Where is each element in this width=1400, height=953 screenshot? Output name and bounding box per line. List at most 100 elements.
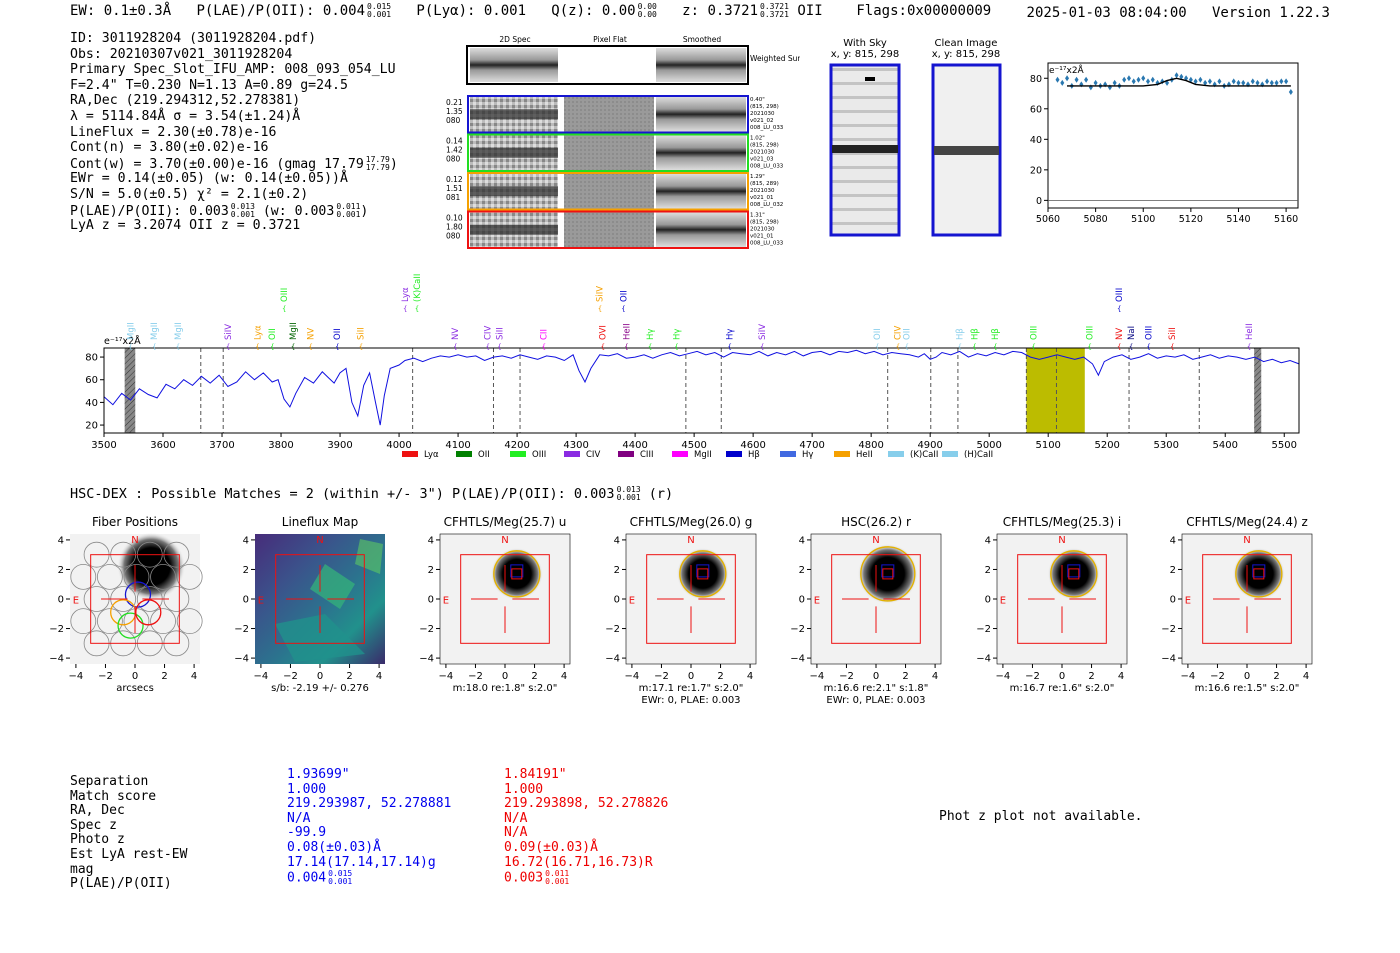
fiber-circle [123,563,150,590]
spectrum-xtick-label: 5300 [1153,440,1178,451]
legend-label: CIV [586,450,600,460]
zoom-data-point [1179,73,1184,80]
fiber-row-streak [470,224,558,235]
info-id: ID: 3011928204 (3011928204.pdf) [70,31,317,46]
fiber-circle [176,608,203,635]
fiber-row-right-label: v021_01 [750,234,774,240]
fiber-circle [176,563,203,590]
match-row-label: Est LyA rest-EW [70,846,188,862]
match-value: 219.293987, 52.278881 [287,796,452,812]
fiber-row-smooth [656,174,746,209]
cutout-ytick-label: 2 [58,565,64,576]
spectrum-ytick-label: 40 [85,398,98,409]
fiber-circle [70,608,97,635]
fiber-row-right-label: (815, 298) [750,143,779,149]
spectrum-xtick-label: 4100 [445,440,470,451]
ew-value: EW: 0.1±0.3Å [70,3,172,19]
zoom-data-point [1112,79,1117,86]
zoom-data-point [1188,76,1193,83]
cutout-ytick-label: 4 [985,535,991,546]
legend-label: Hβ [748,450,760,460]
cutout-ytick-label: −4 [49,654,64,665]
emission-line-label: CII [540,329,550,340]
legend-swatch [456,451,472,457]
spectrum-line [103,349,1300,426]
emission-line-tick: { [486,343,490,351]
emission-line-label: Hγ [672,329,682,340]
fiber-row-smooth [656,212,746,247]
zoom-data-point [1203,79,1208,86]
fiber-circle [150,563,176,590]
cutout-ytick-label: 0 [243,595,249,606]
zoom-xtick-label: 5140 [1226,214,1250,225]
match-value: 1.84191" [504,767,567,782]
zoom-xtick-label: 5120 [1179,214,1203,225]
cutout-xtick-label: 4 [747,671,753,682]
north-label: N [131,535,138,546]
cutout-xtick-label: −4 [996,671,1011,682]
cutout-ytick-label: −4 [419,654,434,665]
zoom-data-point [1193,78,1198,85]
emission-line-label: Lyα [401,287,411,302]
fiber-row-streak [470,186,558,197]
cutout-ytick-label: 2 [428,565,434,576]
east-label: E [629,595,635,606]
source-blob [857,543,918,604]
match-row-label: mag [70,861,94,877]
zoom-ytick-label: 40 [1030,135,1042,146]
emission-line-label: MgII [289,322,299,340]
emission-line-tick: { [453,343,457,351]
zoom-data-point [1065,75,1070,82]
aperture-circle [1235,550,1283,598]
emission-line-tick: { [601,343,605,351]
lineflux-map-blob [310,564,355,609]
cutout-panel-2: CFHTLS/Meg(25.7) uNE−4 −2 0 2 4420−2−4m:18.0… [419,515,571,694]
cutout-ytick-label: −4 [1161,654,1176,665]
info-plae: P(LAE)/P(OII): 0.003 0.013 0.001 (w: 0.003… [70,201,369,219]
match-value: 0.08(±0.03)Å [287,839,381,855]
emission-line-tick: { [270,343,274,351]
cutout-xtick-label: 4 [376,671,382,682]
cutout-ytick-label: 2 [985,565,991,576]
match-row-label: P(LAE)/P(OII) [70,876,172,892]
fiber-row-right-label: 008_LU_033 [750,241,784,247]
east-label: E [1185,595,1191,606]
match-value: 16.72(16.71,16.73)R [504,854,653,870]
zoom-data-point [1174,72,1179,79]
info-sn: S/N = 5.0(±0.5) χ² = 2.1(±0.2) [70,186,309,202]
north-label: N [316,535,323,546]
cutout-ytick-label: 0 [58,595,64,606]
fiber-row-right-label: (815, 298) [750,220,779,226]
cutout-xtick-label: 4 [191,671,197,682]
cutout-ytick-label: 4 [799,535,805,546]
match-value: N/A [504,810,528,826]
zoom-data-point [1150,76,1155,83]
cutout-xtick-label: 0 [502,671,508,682]
emission-line-tick: { [728,343,732,351]
cutout-subtitle: m:16.6 re:2.1" s:1.8" [824,683,929,694]
match-value: N/A [504,825,528,841]
north-label: N [1243,535,1250,546]
emission-line-label: SiII [357,327,367,340]
emission-line-tick: { [1129,343,1133,351]
cutout-xtick-label: 0 [132,671,138,682]
zoom-chart-frame [1047,62,1299,209]
red-fov-box [460,554,550,644]
emission-line-label: NV [451,328,461,340]
detection-info: ID: 3011928204 (3011928204.pdf) Obs: 202… [70,31,398,234]
legend-label: (K)CaII [910,450,938,460]
emission-line-label: Lyα [253,325,263,340]
cutout-xtick-label: 4 [1118,671,1124,682]
match-value: N/A [287,810,311,826]
zoom-data-point [1269,79,1274,86]
cutout-subtitle-2: EWr: 0, PLAE: 0.003 [641,695,740,706]
match-value: -99.9 [287,825,327,841]
with-sky-streak [832,145,898,153]
emission-line-label: OIII [1115,288,1125,302]
zoom-yunit: e⁻¹⁷x2Å [1049,64,1085,76]
fiber-circle-primary [124,581,152,608]
fiber-row-right-label: 2021030 [750,111,775,117]
emission-line-label: Hγ [726,329,736,340]
cutout-xtick-label: 4 [1303,671,1309,682]
fiber-row-left-label: 1.51 [446,184,463,193]
